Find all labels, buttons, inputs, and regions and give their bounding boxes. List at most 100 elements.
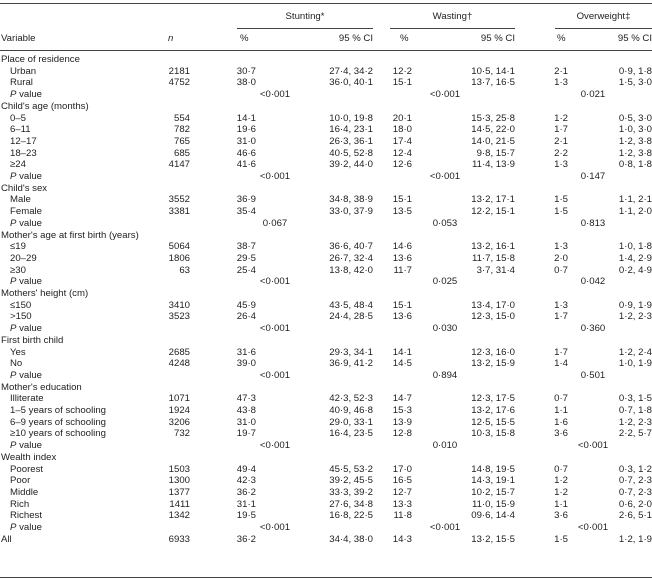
table-row-wasting-pct: 15·3 — [392, 405, 412, 416]
table-row-overweight-ci: 0·5, 3·0 — [618, 112, 652, 124]
table-row-wasting-pct: 13·9 — [392, 416, 412, 428]
section-title: Wealth index — [1, 451, 57, 463]
p-value-label: P value — [10, 370, 42, 381]
table-row-n: 5064 — [168, 241, 190, 253]
table-row-wasting-pct: 14·7 — [392, 393, 412, 405]
table-row-wasting-ci: 13·2, 15·9 — [471, 358, 515, 370]
wasting-p-value: 0·894 — [432, 369, 458, 381]
overweight-header: Overweight‡ — [576, 11, 631, 22]
table-row-overweight-ci: 1·2, 2·4 — [618, 346, 652, 358]
overweight-ci-header: 95 % CI — [617, 33, 652, 44]
table-row-label: Urban — [10, 65, 37, 77]
table-row-stunting-pct: 30·7 — [236, 65, 256, 77]
table-row-overweight-pct: 1·7 — [554, 311, 568, 323]
table-row-label: ≥30 — [10, 264, 26, 276]
table-row-wasting-ci: 12·3, 17·5 — [471, 393, 515, 405]
table-row-n: 3381 — [168, 206, 190, 218]
wasting-p-value: 0·025 — [432, 276, 458, 288]
table-row-stunting-pct: 36·2 — [236, 486, 256, 498]
table-row-stunting-ci: 33·0, 37·9 — [329, 206, 373, 218]
table-row-n: 1377 — [168, 486, 190, 498]
table-row-overweight-ci: 1·1, 2·0 — [618, 206, 652, 218]
total-row-wasting-ci: 13·2, 15·5 — [471, 533, 515, 545]
table-row-n: 1924 — [168, 405, 190, 416]
table-row-overweight-pct: 1·5 — [554, 206, 568, 218]
stunting-p-value: <0·001 — [259, 369, 291, 381]
table-row-stunting-pct: 38·0 — [236, 77, 256, 89]
section-title: First birth child — [1, 334, 64, 346]
overweight-group-rule — [555, 28, 652, 29]
table-row-stunting-ci: 33·3, 39·2 — [329, 486, 373, 498]
table-row-wasting-ci: 13·2, 17·1 — [471, 194, 515, 206]
wasting-p-value: 0·010 — [432, 440, 458, 452]
table-row-wasting-ci: 3·7, 31·4 — [476, 264, 515, 276]
table-row-wasting-pct: 18·0 — [392, 124, 412, 136]
table-row-stunting-ci: 36·9, 41·2 — [329, 358, 373, 370]
stunting-p-value: <0·001 — [259, 323, 291, 335]
p-word: value — [16, 217, 43, 229]
table-row-stunting-ci: 34·8, 38·9 — [329, 194, 373, 206]
table-row-overweight-ci: 0·7, 2·3 — [618, 475, 652, 487]
table-row-label: Yes — [10, 346, 26, 358]
table-row-overweight-pct: 1·1 — [554, 405, 568, 416]
total-row-overweight-ci: 1·2, 1·9 — [618, 533, 652, 545]
table-row-overweight-ci: 0·7, 1·8 — [618, 405, 652, 416]
table-row-overweight-ci: 0·6, 2·0 — [618, 498, 652, 510]
p-value-label: P value — [10, 440, 42, 451]
table-row-wasting-ci: 10·2, 15·7 — [471, 486, 515, 498]
table-row-label: Rural — [10, 77, 33, 89]
table-row-stunting-pct: 31·0 — [236, 135, 256, 147]
table-row-overweight-ci: 0·2, 4·9 — [618, 264, 652, 276]
table-row-stunting-ci: 27·6, 34·8 — [329, 498, 373, 510]
section-title: Mother's education — [1, 381, 82, 393]
table-row-wasting-ci: 10·3, 15·8 — [471, 428, 515, 440]
overweight-p-value: <0·001 — [577, 522, 609, 533]
table-row-stunting-pct: 31·1 — [236, 498, 256, 510]
table-row-overweight-ci: 0·9, 1·9 — [618, 299, 652, 311]
wasting-pct-header: % — [400, 33, 409, 44]
table-row-label: 12–17 — [10, 135, 37, 147]
table-row-stunting-ci: 42·3, 52·3 — [329, 393, 373, 405]
table-row-label: >150 — [10, 311, 32, 323]
table-row-overweight-ci: 0·3, 1·2 — [618, 463, 652, 475]
total-row-stunting-pct: 36·2 — [236, 533, 256, 545]
total-row-wasting-pct: 14·3 — [392, 533, 412, 545]
table-row-overweight-pct: 1·3 — [554, 241, 568, 253]
table-row-wasting-pct: 11·7 — [393, 264, 413, 276]
stunting-p-value: <0·001 — [259, 276, 291, 288]
table-row-overweight-pct: 1·3 — [554, 77, 568, 89]
table-row-wasting-ci: 13·2, 16·1 — [471, 241, 515, 253]
p-value-label: P value — [10, 323, 42, 334]
table-row-stunting-ci: 36·0, 40·1 — [329, 77, 373, 89]
stunting-group-rule — [237, 28, 373, 29]
p-word: value — [16, 522, 43, 533]
table-row-stunting-pct: 35·4 — [236, 206, 256, 218]
table-row-overweight-pct: 3·6 — [554, 510, 568, 522]
table-row-overweight-ci: 1·2, 2·3 — [618, 416, 652, 428]
p-value-label: P value — [10, 218, 42, 229]
table-row-overweight-pct: 1·7 — [554, 124, 568, 136]
section-title: Mothers' height (cm) — [1, 288, 89, 299]
table-row-overweight-pct: 0·7 — [554, 463, 568, 475]
table-row-wasting-pct: 17·0 — [392, 463, 412, 475]
table-row-overweight-pct: 1·2 — [554, 486, 568, 498]
table-row-stunting-pct: 39·0 — [236, 358, 256, 370]
table-row-n: 2181 — [168, 65, 190, 77]
table-row-stunting-pct: 31·6 — [236, 346, 256, 358]
table-row-n: 685 — [173, 147, 190, 159]
overweight-p-value: 0·813 — [580, 217, 606, 229]
overweight-p-value: 0·021 — [580, 89, 606, 101]
table-row-wasting-ci: 12·2, 15·1 — [471, 206, 515, 218]
table-row-n: 1300 — [168, 475, 190, 487]
table-row-overweight-pct: 2·1 — [554, 135, 568, 147]
total-row-n: 6933 — [168, 533, 190, 545]
table-row-wasting-ci: 14·8, 19·5 — [471, 463, 515, 475]
table-row-wasting-ci: 14·0, 21·5 — [471, 135, 515, 147]
table-row-overweight-pct: 0·7 — [554, 264, 568, 276]
stunting-p-value: 0·067 — [262, 217, 288, 229]
p-value-label: P value — [10, 522, 42, 533]
table-row-n: 4147 — [168, 159, 190, 171]
table-row-overweight-ci: 2·6, 5·1 — [618, 510, 652, 522]
table-row-overweight-pct: 1·5 — [554, 194, 568, 206]
